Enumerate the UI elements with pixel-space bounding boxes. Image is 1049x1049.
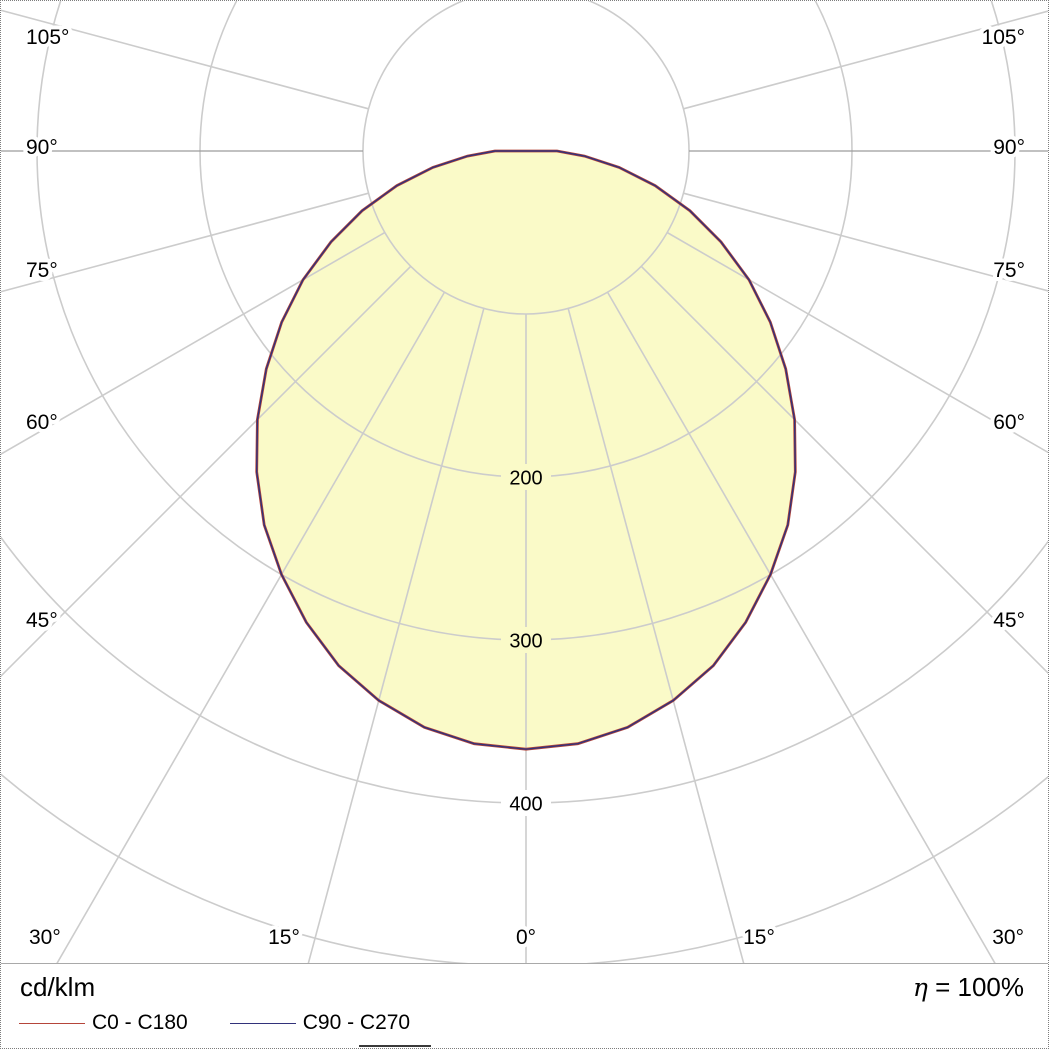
legend-label-c0-c180: C0 - C180	[92, 1011, 188, 1034]
legend-line-c0-c180	[19, 1022, 85, 1024]
radial-axis-labels: 200 300 400	[501, 464, 551, 816]
angle-label-60: 60°	[26, 411, 58, 434]
legend-label-c90-c270: C90 - C270	[302, 1011, 411, 1034]
angle-labels: 105° 90° 75° 60° 45° 30° 15° 0° 15° 30° 45° 60° 75° 9…	[22, 22, 1029, 953]
angle-label-90: 90°	[993, 136, 1025, 159]
radial-label-400: 400	[509, 794, 542, 816]
angle-label-15: 15°	[268, 926, 300, 949]
angle-label-45: 45°	[26, 609, 58, 632]
legend-line-c90-c270	[229, 1022, 296, 1024]
angle-label-0: 0°	[516, 926, 536, 949]
angle-label-75: 75°	[993, 259, 1025, 282]
angle-label-105: 105°	[26, 26, 69, 49]
legend-item-c90-c270: C90 - C270	[229, 1010, 411, 1036]
angle-label-75: 75°	[26, 259, 58, 282]
angle-label-15: 15°	[743, 926, 775, 949]
radial-label-200: 200	[509, 468, 542, 490]
legend: C0 - C180 C90 - C270	[19, 1010, 452, 1036]
angle-label-60: 60°	[993, 411, 1025, 434]
radial-label-300: 300	[509, 631, 542, 653]
diagram-footer: cd/klm η = 100% C0 - C180 C90 - C270	[1, 963, 1048, 1048]
efficiency-label: η = 100%	[913, 972, 1024, 1003]
legend-item-c0-c180: C0 - C180	[19, 1010, 188, 1036]
eta-symbol: η	[912, 973, 928, 1002]
angle-label-105: 105°	[982, 26, 1025, 49]
eta-value: = 100%	[927, 972, 1024, 1002]
angle-label-45: 45°	[993, 609, 1025, 632]
polar-chart: 200 300 400 105° 90° 75° 60° 45° 30° 15° 0° 15° 30° 4…	[1, 1, 1048, 964]
curve-c90-c270	[255, 150, 797, 750]
angle-label-90: 90°	[26, 136, 58, 159]
angle-label-30: 30°	[992, 926, 1024, 949]
angle-label-30: 30°	[29, 926, 61, 949]
units-label: cd/klm	[20, 972, 96, 1002]
bottom-border-artifact	[359, 1045, 431, 1047]
